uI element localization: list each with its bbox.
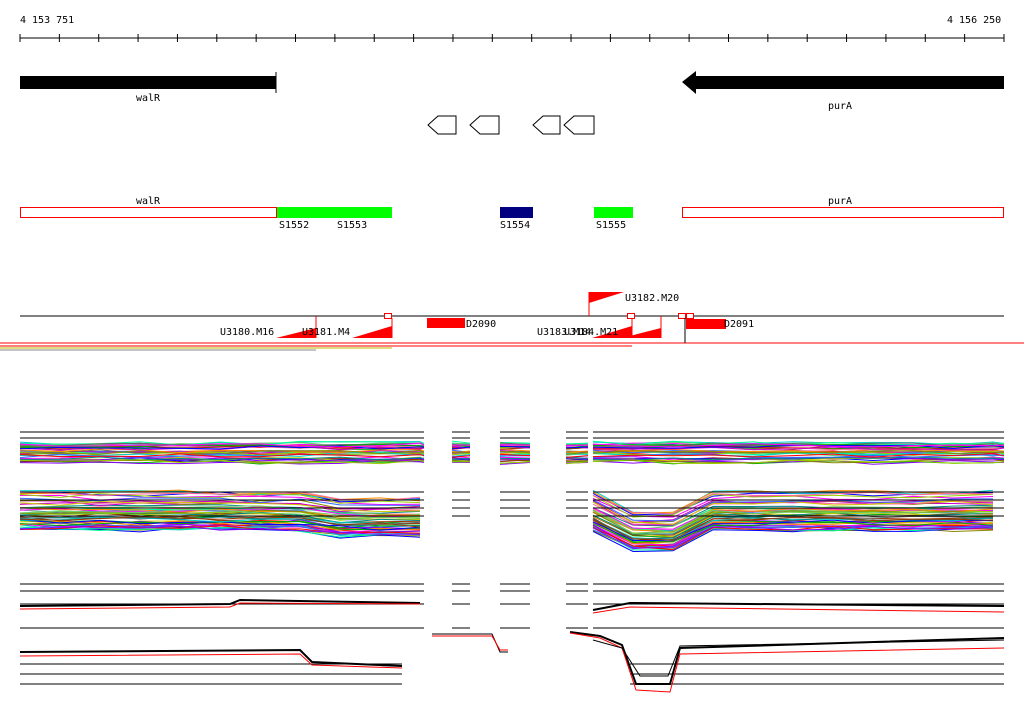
feature-U3184-M21-label: U3184.M21 <box>564 327 618 338</box>
feature-U3182-M20[interactable] <box>589 292 624 316</box>
profile-line <box>593 607 1004 613</box>
segment-S1554[interactable] <box>500 207 533 218</box>
feature-D2090-label: D2090 <box>466 319 496 330</box>
feature-D2090[interactable] <box>427 318 465 328</box>
ruler-end-label: 4 156 250 <box>947 15 1001 26</box>
segment-walR-label: walR <box>136 196 161 207</box>
segment-purA[interactable] <box>683 208 1004 218</box>
feature-U3182-M20-label: U3182.M20 <box>625 293 679 304</box>
segment-S1555-label: S1555 <box>596 220 626 231</box>
feature-D2091-label: D2091 <box>724 319 754 330</box>
ruler-start-label: 4 153 751 <box>20 15 74 26</box>
feature-U3180-M16-label: U3180.M16 <box>220 327 274 338</box>
segment-S1555[interactable] <box>594 207 633 218</box>
profile-line <box>500 457 530 458</box>
gene-purA-label: purA <box>828 101 852 112</box>
profile-line <box>500 445 530 446</box>
segment-S1554-label: S1554 <box>500 220 530 231</box>
segment-purA-label: purA <box>828 196 852 207</box>
profile-line <box>20 654 402 668</box>
profile-line <box>432 634 508 652</box>
segment-S1552-label: S1552 <box>279 220 309 231</box>
expression-profiles <box>20 432 1004 692</box>
profile-line <box>500 446 530 447</box>
profile-line <box>432 636 508 650</box>
gene-walR-label: walR <box>136 93 161 104</box>
gene-walR-arrow[interactable] <box>20 72 276 93</box>
segment-walR[interactable] <box>21 208 277 218</box>
feature-track <box>0 316 1024 350</box>
gene-purA-arrow[interactable] <box>682 71 1004 94</box>
segment-S1552[interactable] <box>277 207 335 218</box>
profile-line <box>452 460 470 461</box>
coordinate-ruler <box>20 34 1004 42</box>
feature-U3181-M4-label: U3181.M4 <box>302 327 350 338</box>
feature-U3181-M4[interactable] <box>352 314 392 339</box>
terminator-arrows <box>428 116 594 134</box>
profile-line <box>593 640 1004 676</box>
profile-line <box>20 600 420 606</box>
segment-S1553[interactable] <box>335 207 392 218</box>
segment-S1553-label: S1553 <box>337 220 367 231</box>
profile-line <box>570 632 1004 684</box>
